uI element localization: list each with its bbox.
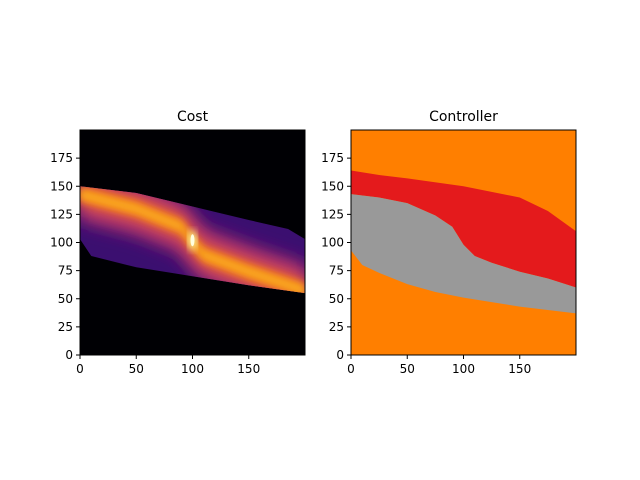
x-tick-label: 100 [452,362,475,376]
controller-gray-region [351,194,576,314]
y-tick-label: 0 [336,348,344,362]
cost-x-axis: 0 50 100 150 [76,355,260,376]
controller-red-region [351,170,576,288]
y-tick-label: 100 [50,236,73,250]
cost-heatmap-panel: Cost 0 50 100 150 0 25 50 75 100 125 150 175 [50,109,306,376]
controller-heatmap-area [351,130,576,355]
cost-chart-title: Cost [177,109,209,125]
controller-chart-title: Controller [429,109,498,125]
x-tick-label: 150 [508,362,531,376]
y-tick-label: 75 [58,264,73,278]
x-tick-label: 100 [181,362,204,376]
y-tick-label: 25 [329,320,344,334]
y-tick-label: 75 [329,264,344,278]
cost-gradient-layers [80,186,305,294]
y-tick-label: 50 [58,292,73,306]
x-tick-label: 0 [76,362,84,376]
controller-x-axis: 0 50 100 150 [347,355,531,376]
cost-y-axis: 0 25 50 75 100 125 150 175 [50,151,80,362]
cost-heatmap-area [80,130,305,355]
y-tick-label: 175 [321,151,344,165]
x-tick-label: 50 [129,362,144,376]
controller-heatmap-panel: Controller 0 50 100 150 0 25 50 75 100 125 150 175 [321,109,577,376]
y-tick-label: 25 [58,320,73,334]
y-tick-label: 100 [321,236,344,250]
x-tick-label: 50 [400,362,415,376]
controller-y-axis: 0 25 50 75 100 125 150 175 [321,151,351,362]
y-tick-label: 125 [321,207,344,221]
y-tick-label: 150 [321,179,344,193]
x-tick-label: 0 [347,362,355,376]
y-tick-label: 50 [329,292,344,306]
y-tick-label: 175 [50,151,73,165]
cost-peak-core [190,234,195,247]
y-tick-label: 0 [65,348,73,362]
y-tick-label: 150 [50,179,73,193]
y-tick-label: 125 [50,207,73,221]
x-tick-label: 150 [237,362,260,376]
